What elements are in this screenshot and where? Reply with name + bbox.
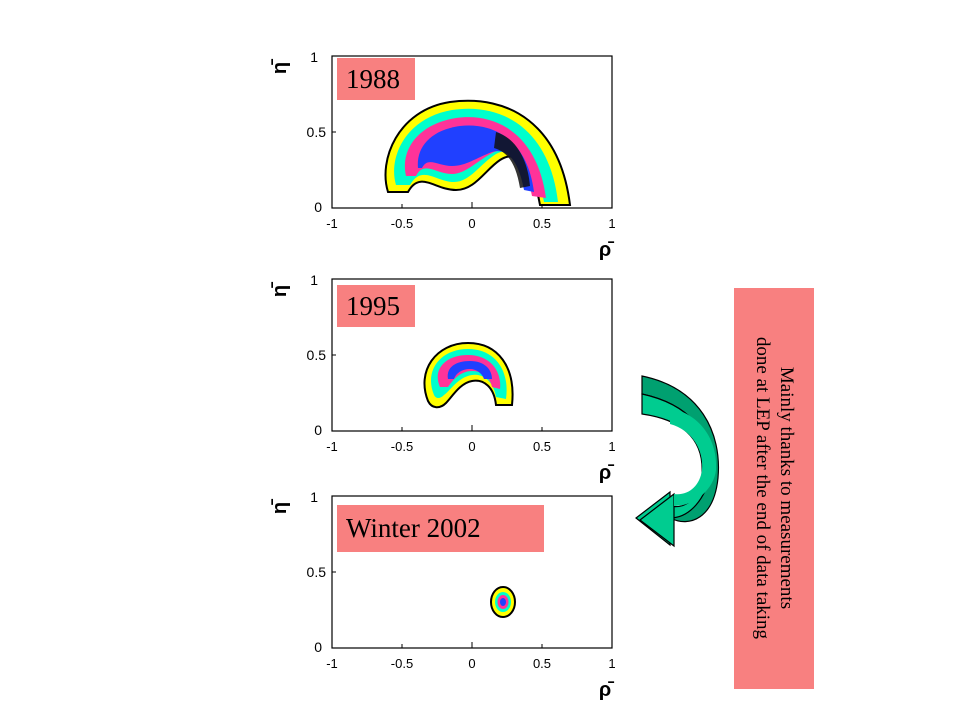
probability-contours <box>384 99 572 206</box>
x-tick: 0 <box>468 656 475 671</box>
annotation-text: Mainly thanks to measurements done at LE… <box>752 336 797 640</box>
arrow-body <box>670 408 717 506</box>
y-tick-bottom: 0 <box>314 639 322 655</box>
y-tick-bottom: 0 <box>314 422 322 438</box>
x-tick: -0.5 <box>391 656 413 671</box>
x-tick: 1 <box>608 439 615 454</box>
tick-marks <box>331 55 613 209</box>
arrow-head <box>639 492 675 548</box>
x-tick: 0.5 <box>533 656 551 671</box>
x-tick: 0 <box>468 439 475 454</box>
x-axis-label: ρ̄ <box>599 239 614 261</box>
y-tick-mid: 0.5 <box>307 124 327 140</box>
probability-contours <box>423 341 514 409</box>
y-tick-top: 1 <box>310 489 318 505</box>
y-tick-top: 1 <box>310 272 318 288</box>
x-tick: 0.5 <box>533 216 551 231</box>
x-tick: -0.5 <box>391 439 413 454</box>
year-label-1995: 1995 <box>337 285 415 327</box>
x-tick: 1 <box>608 656 615 671</box>
y-axis-label: η̄ <box>270 282 291 297</box>
y-tick-mid: 0.5 <box>307 347 327 363</box>
curved-arrow <box>635 375 720 548</box>
x-axis-label: ρ̄ <box>599 679 614 701</box>
year-label-1988: 1988 <box>337 58 415 100</box>
y-axis-label: η̄ <box>270 59 291 74</box>
y-tick-mid: 0.5 <box>307 564 327 580</box>
contour-plot-1995: 1 0.5 0 -1 -0.5 0 0.5 1 η̄ ρ̄ <box>270 272 616 484</box>
x-tick: -1 <box>326 439 338 454</box>
y-axis-label: η̄ <box>270 499 291 514</box>
x-tick: 0 <box>468 216 475 231</box>
contour-plot-1988: 1 0.5 0 -1 -0.5 0 0.5 1 η̄ ρ̄ <box>270 49 616 261</box>
probability-contours <box>490 586 516 618</box>
x-axis-label: ρ̄ <box>599 462 614 484</box>
x-tick: 0.5 <box>533 439 551 454</box>
year-label-winter-2002: Winter 2002 <box>337 505 544 552</box>
y-tick-top: 1 <box>310 49 318 65</box>
x-tick: -1 <box>326 656 338 671</box>
y-tick-bottom: 0 <box>314 199 322 215</box>
x-tick: -1 <box>326 216 338 231</box>
tick-marks <box>331 495 613 649</box>
tick-marks <box>331 278 613 432</box>
x-tick: 1 <box>608 216 615 231</box>
x-tick: -0.5 <box>391 216 413 231</box>
annotation-box <box>734 288 814 689</box>
